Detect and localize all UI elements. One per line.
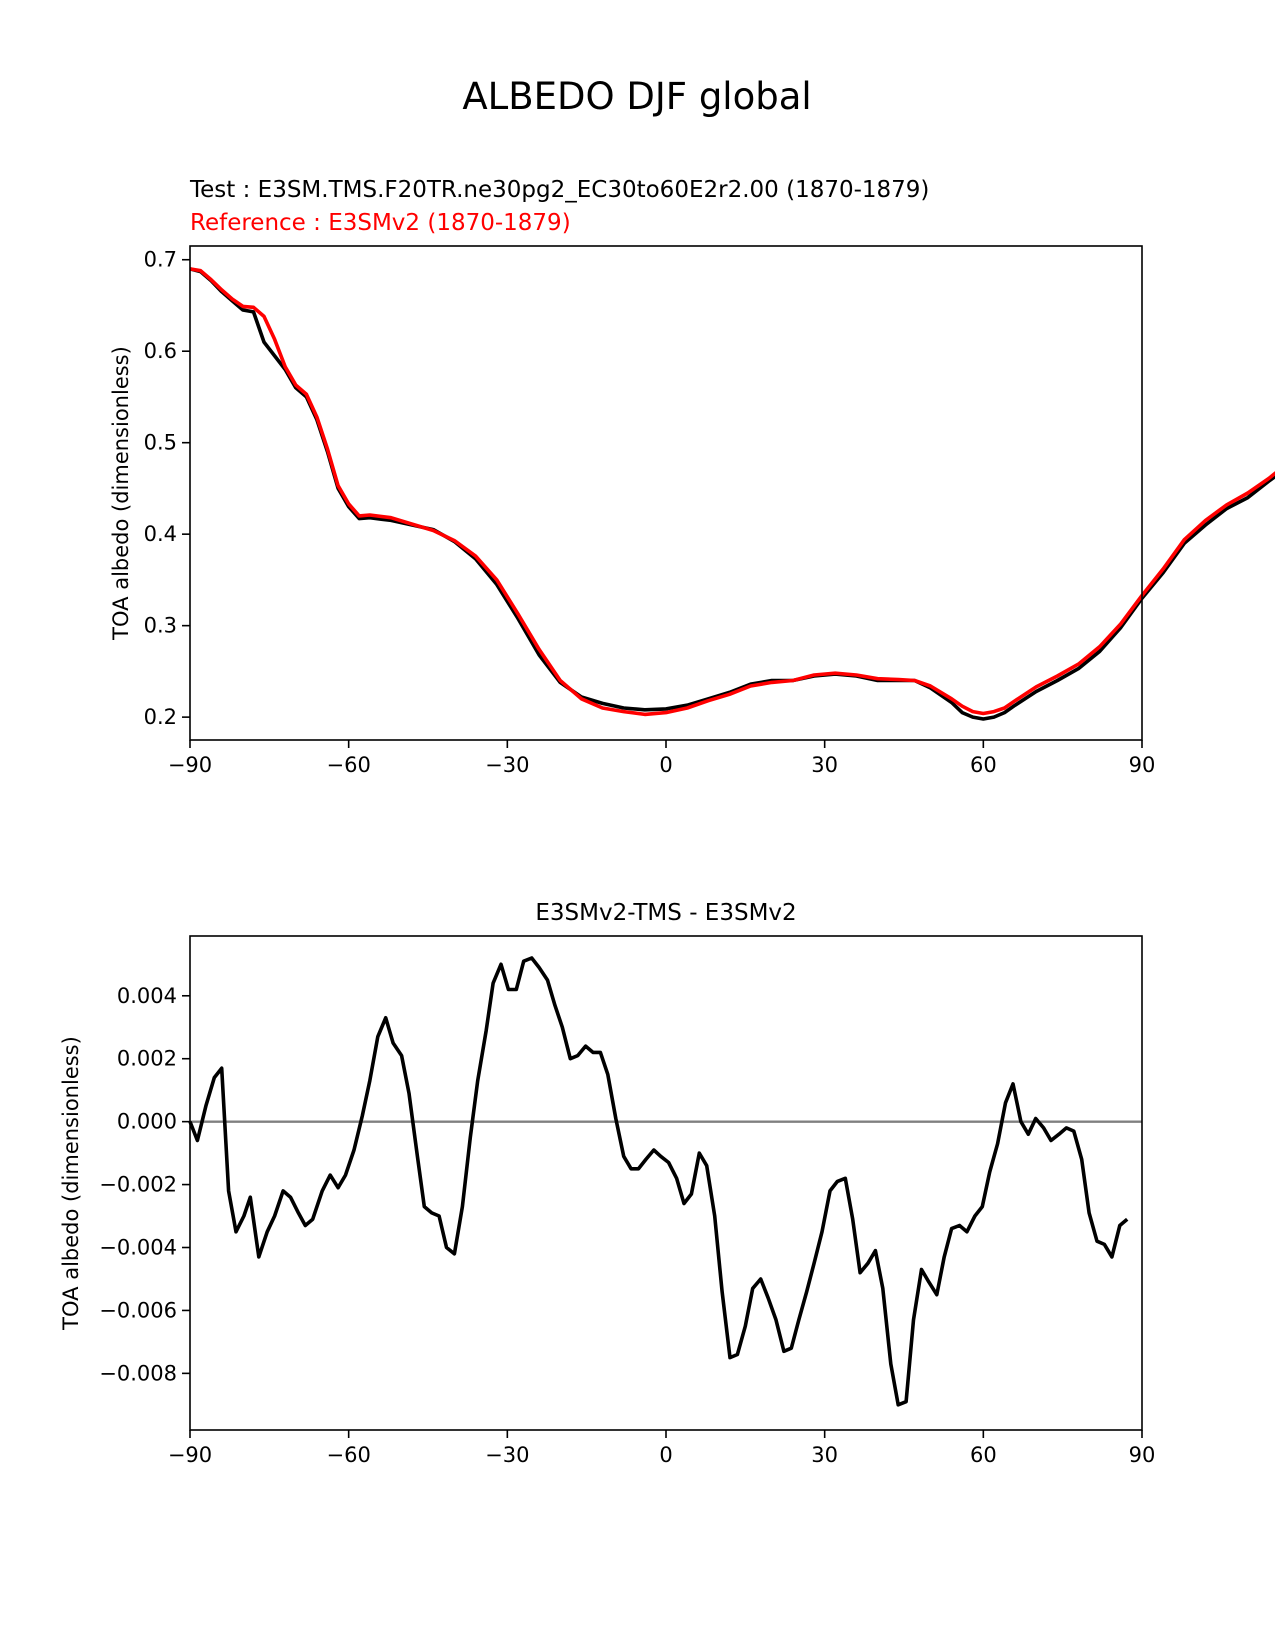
top-chart-y-axis-label: TOA albedo (dimensionless) bbox=[109, 346, 133, 641]
bottom-chart-y-tick-label: −0.006 bbox=[99, 1298, 177, 1322]
bottom-chart-y-tick-label: 0.000 bbox=[117, 1110, 177, 1134]
top-chart-y-tick-label: 0.7 bbox=[144, 248, 177, 272]
top-chart-ticks: −90 −60 −30 0 30 60 90 0.2 0.3 0.4 0.5 0.6 0.7 bbox=[144, 248, 1156, 777]
bottom-chart-series-group bbox=[188, 956, 1142, 1407]
top-chart-series-test-line bbox=[189, 267, 1275, 721]
top-chart-series-group bbox=[189, 267, 1275, 721]
top-chart-y-tick-label: 0.6 bbox=[144, 339, 177, 363]
bottom-chart-title: E3SMv2-TMS - E3SMv2 bbox=[535, 900, 796, 926]
top-chart-y-tick-label: 0.3 bbox=[144, 614, 177, 638]
bottom-chart-x-tick-label: 30 bbox=[811, 1443, 838, 1467]
bottom-chart-x-tick-label: −90 bbox=[168, 1443, 212, 1467]
bottom-chart-frame bbox=[189, 935, 1143, 1431]
bottom-chart-y-tick-label: 0.002 bbox=[117, 1047, 177, 1071]
top-chart-series-reference-line bbox=[189, 267, 1275, 717]
top-chart-reference-title: Reference : E3SMv2 (1870-1879) bbox=[190, 210, 571, 236]
figure-title: ALBEDO DJF global bbox=[462, 75, 811, 118]
bottom-chart-y-tick-label: −0.002 bbox=[99, 1173, 177, 1197]
top-chart-x-tick-label: 90 bbox=[1129, 753, 1156, 777]
top-chart-y-tick-label: 0.4 bbox=[144, 522, 177, 546]
bottom-chart: E3SMv2-TMS - E3SMv2 TOA albedo (dimensio… bbox=[59, 900, 1155, 1467]
top-chart-frame bbox=[189, 245, 1143, 741]
bottom-chart-x-tick-label: −30 bbox=[485, 1443, 529, 1467]
top-chart-x-tick-label: −30 bbox=[485, 753, 529, 777]
top-chart-y-tick-label: 0.2 bbox=[144, 705, 177, 729]
top-chart-y-tick-label: 0.5 bbox=[144, 431, 177, 455]
bottom-chart-y-tick-label: 0.004 bbox=[117, 984, 177, 1008]
bottom-chart-y-tick-label: −0.004 bbox=[99, 1236, 177, 1260]
top-chart-x-tick-label: 30 bbox=[811, 753, 838, 777]
bottom-chart-x-tick-label: −60 bbox=[327, 1443, 371, 1467]
bottom-chart-y-tick-label: −0.008 bbox=[99, 1361, 177, 1385]
top-chart-test-title: Test : E3SM.TMS.F20TR.ne30pg2_EC30to60E2… bbox=[189, 177, 929, 203]
bottom-chart-x-tick-label: 60 bbox=[970, 1443, 997, 1467]
top-chart-x-tick-label: 60 bbox=[970, 753, 997, 777]
bottom-chart-y-axis-label: TOA albedo (dimensionless) bbox=[59, 1036, 83, 1331]
top-chart-x-tick-label: −60 bbox=[327, 753, 371, 777]
bottom-chart-x-tick-label: 90 bbox=[1129, 1443, 1156, 1467]
top-chart-x-tick-label: 0 bbox=[659, 753, 672, 777]
top-chart: Test : E3SM.TMS.F20TR.ne30pg2_EC30to60E2… bbox=[109, 177, 1275, 777]
bottom-chart-series-difference-line bbox=[188, 956, 1129, 1407]
top-chart-x-tick-label: −90 bbox=[168, 753, 212, 777]
bottom-chart-x-tick-label: 0 bbox=[659, 1443, 672, 1467]
bottom-chart-ticks: −90 −60 −30 0 30 60 90 −0.008 −0.006 −0.004 −0.002… bbox=[99, 984, 1155, 1467]
